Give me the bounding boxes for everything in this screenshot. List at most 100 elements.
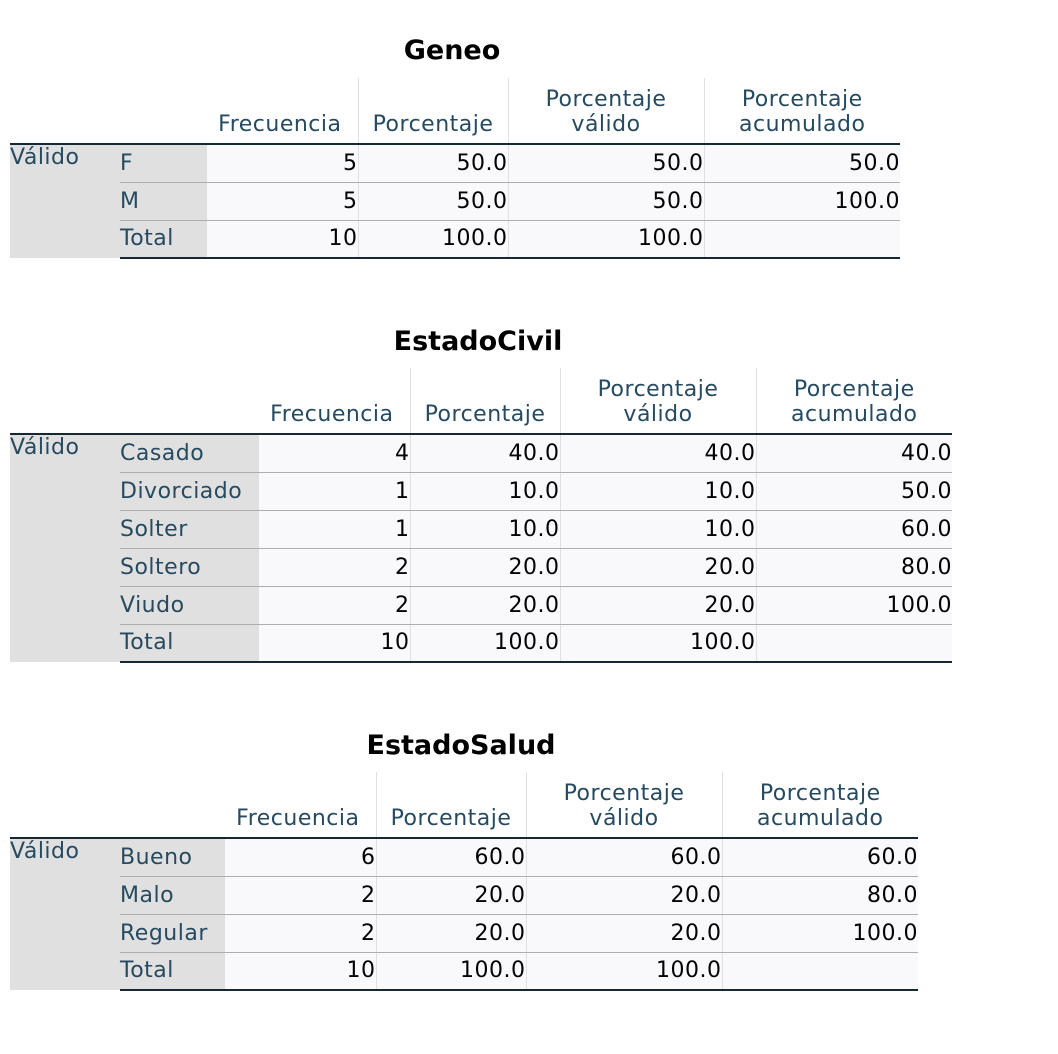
header-frecuencia: Frecuencia [270,402,394,427]
cell-porcentaje-acumulado: 60.0 [755,510,952,549]
row-label: Soltero [120,548,259,587]
header-porcentaje-acumulado: Porcentaje acumulado [755,368,952,434]
cell-porcentaje: 10.0 [409,472,560,511]
frequency-table: Frecuencia Porcentaje Porcentaje válido P… [10,772,918,991]
corner-cell [10,78,120,144]
cell-porcentaje: 40.0 [409,434,560,473]
table-row: Soltero 2 20.0 20.0 80.0 [10,548,952,587]
table-row: Válido F 5 50.0 50.0 50.0 [10,144,900,258]
corner-cell [120,78,207,144]
header-line: acumulado [757,806,884,831]
row-label: Solter [120,510,259,549]
header-line: válido [589,806,659,831]
cell-porcentaje-valido: 10.0 [559,472,756,511]
cell-frecuencia: 1 [259,472,410,511]
header-row: Frecuencia Porcentaje Porcentaje válido P… [10,78,900,144]
cell-porcentaje-valido: 100.0 [507,220,704,259]
cell-frecuencia: 10 [259,624,410,663]
table-row: Malo 2 20.0 20.0 80.0 [10,876,918,915]
cell-frecuencia: 6 [225,838,376,877]
header-row: Frecuencia Porcentaje Porcentaje válido P… [10,368,952,434]
cell-porcentaje-acumulado: 50.0 [755,472,952,511]
cell-frecuencia: 4 [259,434,410,473]
table-title: Geneo [403,35,501,66]
frequency-table: Frecuencia Porcentaje Porcentaje válido P… [10,368,952,663]
cell-porcentaje-valido: 20.0 [559,548,756,587]
cell-frecuencia: 2 [259,548,410,587]
header-porcentaje: Porcentaje [375,772,526,838]
corner-cell [10,368,120,434]
cell-porcentaje-acumulado: 60.0 [721,838,918,877]
cell-porcentaje: 10.0 [409,510,560,549]
cell-porcentaje-valido: 20.0 [525,914,722,953]
cell-frecuencia: 2 [225,914,376,953]
header-porcentaje-valido: Porcentaje válido [507,78,704,144]
cell-porcentaje-acumulado: 80.0 [721,876,918,915]
corner-cell [120,368,259,434]
table-row: Válido Casado 4 40.0 40.0 40.0 [10,434,952,662]
table-row: Total 10 100.0 100.0 [10,624,952,663]
header-line: válido [571,112,641,137]
group-label-valido: Válido [10,838,120,990]
row-label: Casado [120,434,259,473]
table-row: Viudo 2 20.0 20.0 100.0 [10,586,952,625]
header-porcentaje: Porcentaje [357,78,508,144]
cell-porcentaje: 100.0 [409,624,560,663]
cell-frecuencia: 5 [207,144,358,183]
header-porcentaje-acumulado: Porcentaje acumulado [703,78,900,144]
frequency-table: Frecuencia Porcentaje Porcentaje válido P… [10,78,900,259]
header-line: Porcentaje [759,781,881,806]
cell-porcentaje-valido: 20.0 [559,586,756,625]
row-label: M [120,182,207,221]
cell-porcentaje: 20.0 [409,548,560,587]
header-line: válido [623,402,693,427]
header-porcentaje: Porcentaje [409,368,560,434]
table-row: Solter 1 10.0 10.0 60.0 [10,510,952,549]
cell-porcentaje: 100.0 [357,220,508,259]
header-porcentaje-valido: Porcentaje válido [559,368,756,434]
row-label: Total [120,624,259,663]
row-label: Total [120,952,225,991]
table-row: Válido Bueno 6 60.0 60.0 60.0 [10,838,918,990]
cell-porcentaje-acumulado [703,220,900,259]
cell-porcentaje: 20.0 [375,876,526,915]
cell-porcentaje-acumulado: 80.0 [755,548,952,587]
header-line: acumulado [791,402,918,427]
cell-porcentaje-acumulado: 100.0 [703,182,900,221]
cell-frecuencia: 10 [225,952,376,991]
cell-porcentaje: 50.0 [357,144,508,183]
cell-frecuencia: 5 [207,182,358,221]
header-frecuencia: Frecuencia [236,806,360,831]
table-row: Divorciado 1 10.0 10.0 50.0 [10,472,952,511]
table-row: Total 10 100.0 100.0 [10,220,900,259]
header-row: Frecuencia Porcentaje Porcentaje válido P… [10,772,918,838]
cell-porcentaje-valido: 100.0 [559,624,756,663]
row-label: F [120,144,207,183]
cell-porcentaje: 20.0 [409,586,560,625]
cell-porcentaje-valido: 100.0 [525,952,722,991]
row-label: Bueno [120,838,225,877]
header-line: Porcentaje [741,87,863,112]
header-line: Porcentaje [563,781,685,806]
table-row: Regular 2 20.0 20.0 100.0 [10,914,918,953]
cell-porcentaje-acumulado: 50.0 [703,144,900,183]
row-label: Viudo [120,586,259,625]
row-label: Total [120,220,207,259]
header-porcentaje-acumulado: Porcentaje acumulado [721,772,918,838]
cell-porcentaje-valido: 20.0 [525,876,722,915]
cell-porcentaje-acumulado: 100.0 [755,586,952,625]
cell-frecuencia: 2 [259,586,410,625]
header-line: Porcentaje [597,377,719,402]
cell-porcentaje-acumulado [721,952,918,991]
row-label: Regular [120,914,225,953]
cell-frecuencia: 2 [225,876,376,915]
cell-porcentaje-acumulado: 40.0 [755,434,952,473]
row-label: Divorciado [120,472,259,511]
group-label-valido: Válido [10,434,120,662]
corner-cell [10,772,120,838]
table-row: M 5 50.0 50.0 100.0 [10,182,900,221]
cell-porcentaje: 20.0 [375,914,526,953]
table-title: EstadoSalud [366,730,556,761]
cell-porcentaje-valido: 50.0 [507,182,704,221]
cell-porcentaje: 100.0 [375,952,526,991]
